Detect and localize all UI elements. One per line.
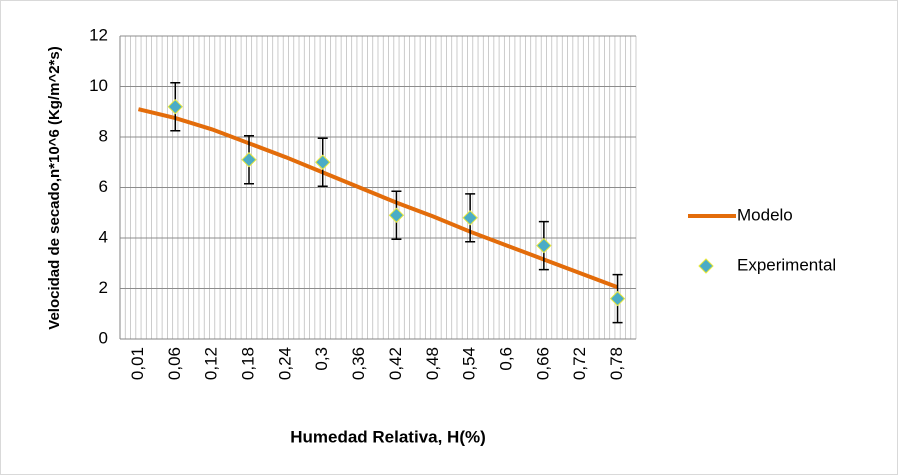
- x-axis-label: Humedad Relativa, H(%): [290, 427, 486, 446]
- x-tick-label: 0,6: [496, 347, 515, 371]
- data-point: [315, 154, 331, 170]
- x-tick-label: 0,06: [165, 347, 184, 380]
- legend-label: Experimental: [737, 255, 836, 274]
- x-tick-label: 0,01: [128, 347, 147, 380]
- y-tick-label: 0: [99, 328, 108, 347]
- y-tick-label: 4: [99, 227, 108, 246]
- data-point: [609, 290, 626, 307]
- data-point: [462, 210, 478, 226]
- legend-label: Modelo: [737, 205, 793, 224]
- y-tick-label: 8: [99, 126, 108, 145]
- x-tick-label: 0,24: [275, 347, 294, 380]
- x-tick-label: 0,36: [349, 347, 368, 380]
- data-point: [536, 237, 552, 254]
- data-point: [241, 152, 257, 168]
- x-tick-label: 0,42: [386, 347, 405, 380]
- y-tick-label: 6: [99, 177, 108, 196]
- y-axis-label: Velocidad de secado,n*10^6 (Kg/m^2*s): [46, 46, 63, 329]
- x-tick-label: 0,48: [423, 347, 442, 380]
- y-tick-label: 10: [89, 76, 108, 95]
- x-tick-label: 0,3: [312, 347, 331, 371]
- x-tick-label: 0,54: [460, 347, 479, 380]
- x-tick-label: 0,72: [570, 347, 589, 380]
- x-tick-label: 0,78: [607, 347, 626, 380]
- y-tick-label: 2: [99, 278, 108, 297]
- data-point: [388, 207, 405, 223]
- data-point: [167, 98, 183, 115]
- model-line: [137, 107, 619, 290]
- x-tick-label: 0,18: [238, 347, 257, 380]
- y-tick-label: 12: [89, 25, 108, 44]
- x-tick-label: 0,66: [533, 347, 552, 380]
- legend-swatch: [698, 258, 714, 274]
- x-tick-label: 0,12: [202, 347, 221, 380]
